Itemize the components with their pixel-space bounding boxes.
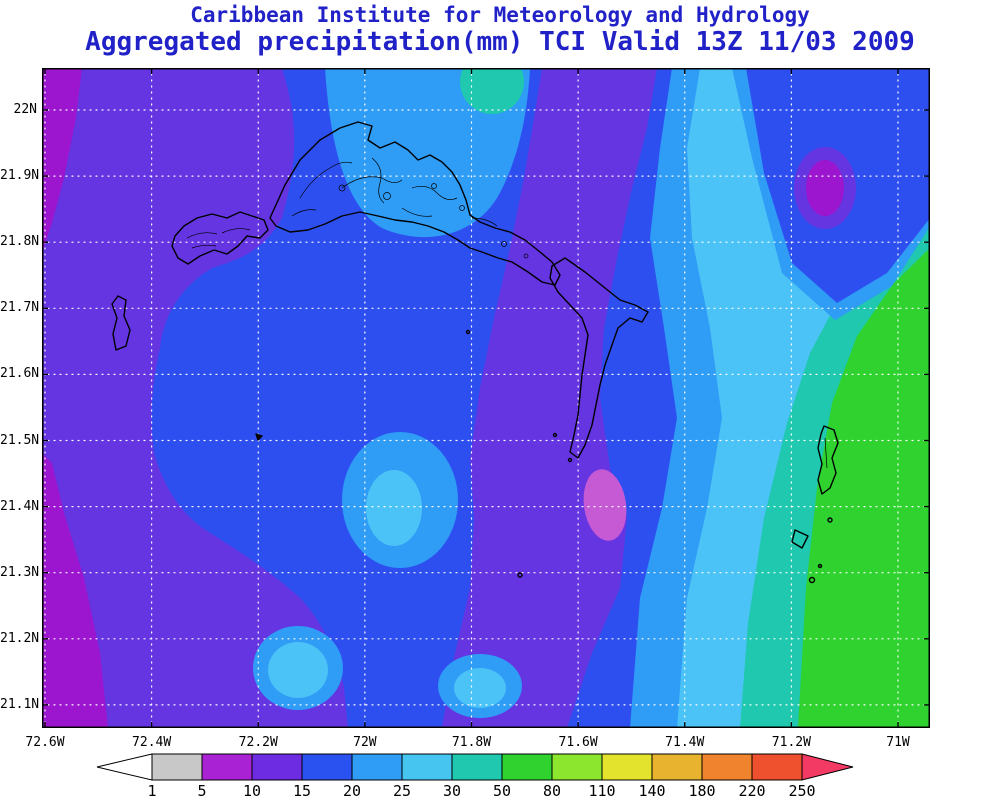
colorbar-segment (501, 753, 553, 781)
fill-cyan-center-core (366, 470, 422, 546)
island-south-caicos-hook (549, 257, 649, 459)
lon-label: 72.4W (132, 735, 172, 750)
lon-label: 72.6W (25, 735, 65, 750)
lon-label: 71.4W (665, 735, 705, 750)
fill-cyan-bottomleft-patch (268, 642, 328, 698)
island-west-caicos (111, 295, 131, 351)
fill-pink-center-patch (583, 469, 627, 541)
colorbar-segment (401, 753, 453, 781)
island-cay (567, 457, 573, 463)
island-pond (523, 253, 529, 259)
colorbar-segment (451, 753, 503, 781)
island-pond (431, 183, 437, 189)
colorbar-segment (551, 753, 603, 781)
fill-teal-top-spot (460, 68, 524, 114)
colorbar-segment (601, 753, 653, 781)
colorbar-right-arrow (801, 753, 854, 781)
island-pond (501, 241, 507, 247)
precip-map (42, 68, 930, 728)
colorbar-segment (701, 753, 753, 781)
colorbar-segment (301, 753, 353, 781)
colorbar-tick-label: 30 (443, 782, 461, 800)
colorbar-segment (151, 753, 203, 781)
lat-label: 21.9N (0, 168, 40, 184)
lon-label: 71.8W (451, 735, 492, 750)
coastlines (111, 121, 839, 584)
colorbar-tick-label: 1 (147, 782, 156, 800)
island-cay (817, 563, 823, 569)
fill-magenta-topright-patch (806, 160, 844, 216)
colorbar-tick-label: 10 (243, 782, 261, 800)
lat-label: 21.3N (0, 564, 40, 580)
island-french-cay (255, 433, 263, 441)
fill-cyan-bottomcenter-patch (454, 668, 506, 708)
lon-label: 72.2W (238, 735, 278, 750)
lat-label: 21.4N (0, 498, 40, 514)
island-pond (338, 184, 346, 192)
island-detail (291, 157, 498, 227)
lon-label: 71W (886, 735, 910, 750)
colorbar-segment (751, 753, 803, 781)
fill-magenta-bottomleft (42, 453, 108, 728)
colorbar-tick-label: 25 (393, 782, 411, 800)
lat-label: 21.8N (0, 234, 40, 250)
colorbar-tick-label: 15 (293, 782, 311, 800)
lat-label: 21.7N (0, 300, 40, 316)
colorbar-tick-label: 140 (638, 782, 665, 800)
island-cay (827, 517, 833, 523)
fill-violet-center (442, 68, 657, 728)
colorbar-tick-label: 50 (493, 782, 511, 800)
colorbar-tick-label: 20 (343, 782, 361, 800)
colorbar-segment (351, 753, 403, 781)
island-detail (824, 437, 828, 469)
lat-label: 21.2N (0, 630, 40, 646)
map-frame (42, 68, 930, 728)
colorbar-tick-label: 110 (588, 782, 615, 800)
island-pond (383, 192, 391, 200)
fill-green-right (798, 248, 930, 728)
colorbar: 1 5 10 15 20 25 30 50 80 110 140 180 220 250 (96, 753, 854, 800)
lat-label: 22N (13, 102, 37, 117)
island-detail (186, 228, 251, 249)
fill-magenta-topleft (42, 68, 82, 253)
lat-label: 21.5N (0, 432, 40, 448)
lon-label: 71.6W (558, 735, 598, 750)
island-providenciales (171, 211, 269, 265)
gridlines (42, 68, 930, 728)
island-caicos-arc (269, 121, 561, 286)
lon-label: 72W (353, 735, 377, 750)
colorbar-tick-label: 80 (543, 782, 561, 800)
page-subtitle: Aggregated precipitation(mm) TCI Valid 1… (85, 27, 915, 57)
island-pond (459, 205, 465, 211)
lon-label: 71.2W (771, 735, 811, 750)
island-salt-cay (791, 529, 809, 549)
colorbar-left-arrow (96, 753, 153, 781)
lat-label: 21.6N (0, 366, 40, 382)
fill-violet-left (42, 68, 348, 728)
colorbar-tick-label: 5 (197, 782, 206, 800)
lat-label: 21.1N (0, 696, 40, 712)
colorbar-segment (251, 753, 303, 781)
colorbar-tick-label: 180 (688, 782, 715, 800)
island-cay (808, 576, 816, 584)
island-cay (465, 329, 471, 335)
island-cay (552, 432, 558, 438)
colorbar-segment (651, 753, 703, 781)
colorbar-tick-label: 250 (788, 782, 815, 800)
page-title: Caribbean Institute for Meteorology and … (190, 3, 810, 27)
island-cay (517, 572, 523, 578)
island-grand-turk (817, 425, 839, 495)
colorbar-segment (201, 753, 253, 781)
colorbar-tick-label: 220 (738, 782, 765, 800)
